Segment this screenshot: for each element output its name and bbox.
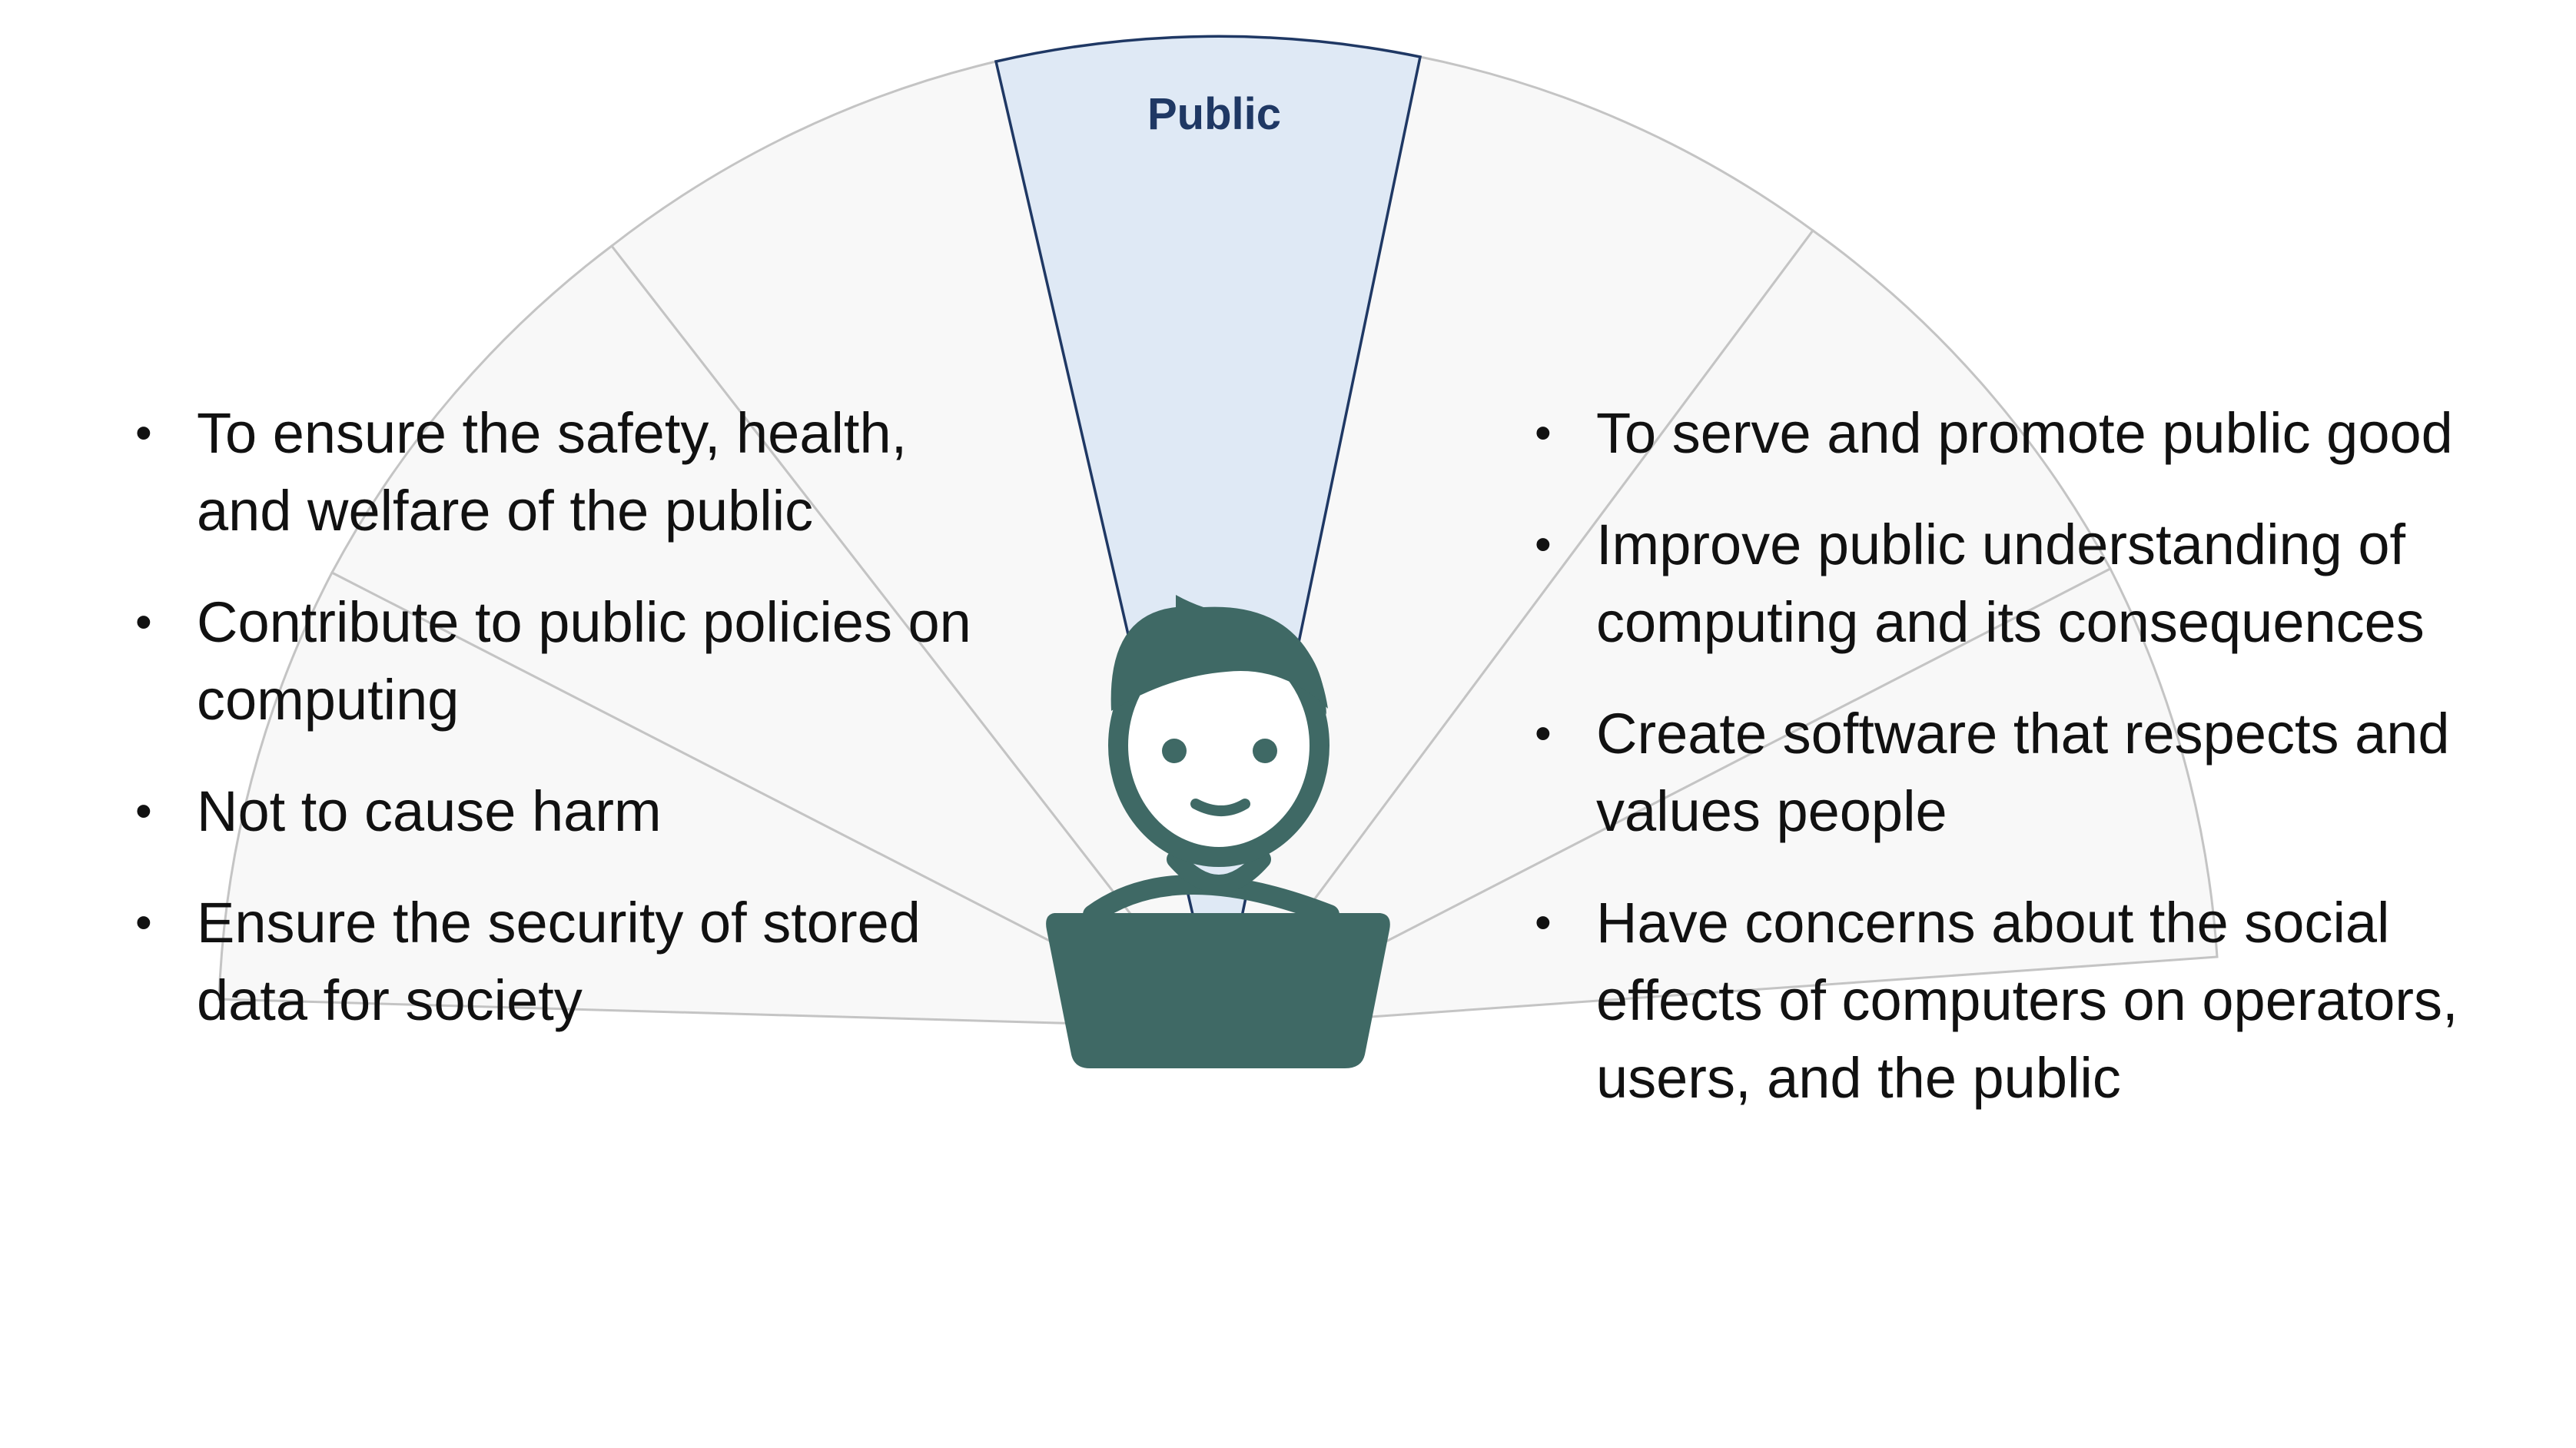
person-at-laptop-icon — [1046, 595, 1390, 1068]
segment-public — [994, 35, 1422, 1028]
person-hair-top — [1110, 595, 1328, 711]
person-left-eye — [1162, 739, 1187, 763]
list-item: Not to cause harm — [135, 772, 981, 850]
right-bullet-list: To serve and promote public good Improve… — [1535, 394, 2564, 1151]
list-item: Ensure the security of stored data for s… — [135, 884, 981, 1039]
laptop-icon — [1046, 913, 1390, 1068]
list-item: Create software that respects and values… — [1535, 695, 2564, 850]
person-collar — [1167, 850, 1271, 893]
list-item: Contribute to public policies on computi… — [135, 583, 981, 739]
list-item: Improve public understanding of computin… — [1535, 506, 2564, 661]
person-right-eye — [1253, 739, 1277, 763]
list-item: To ensure the safety, health, and welfar… — [135, 394, 981, 550]
left-bullet-list: To ensure the safety, health, and welfar… — [135, 394, 981, 1073]
list-item: To serve and promote public good — [1535, 394, 2564, 472]
segment-upper-right — [1217, 55, 1815, 1028]
list-item: Have concerns about the social effects o… — [1535, 884, 2564, 1117]
person-smile — [1190, 799, 1250, 816]
segment-public-label: Public — [1147, 89, 1281, 139]
